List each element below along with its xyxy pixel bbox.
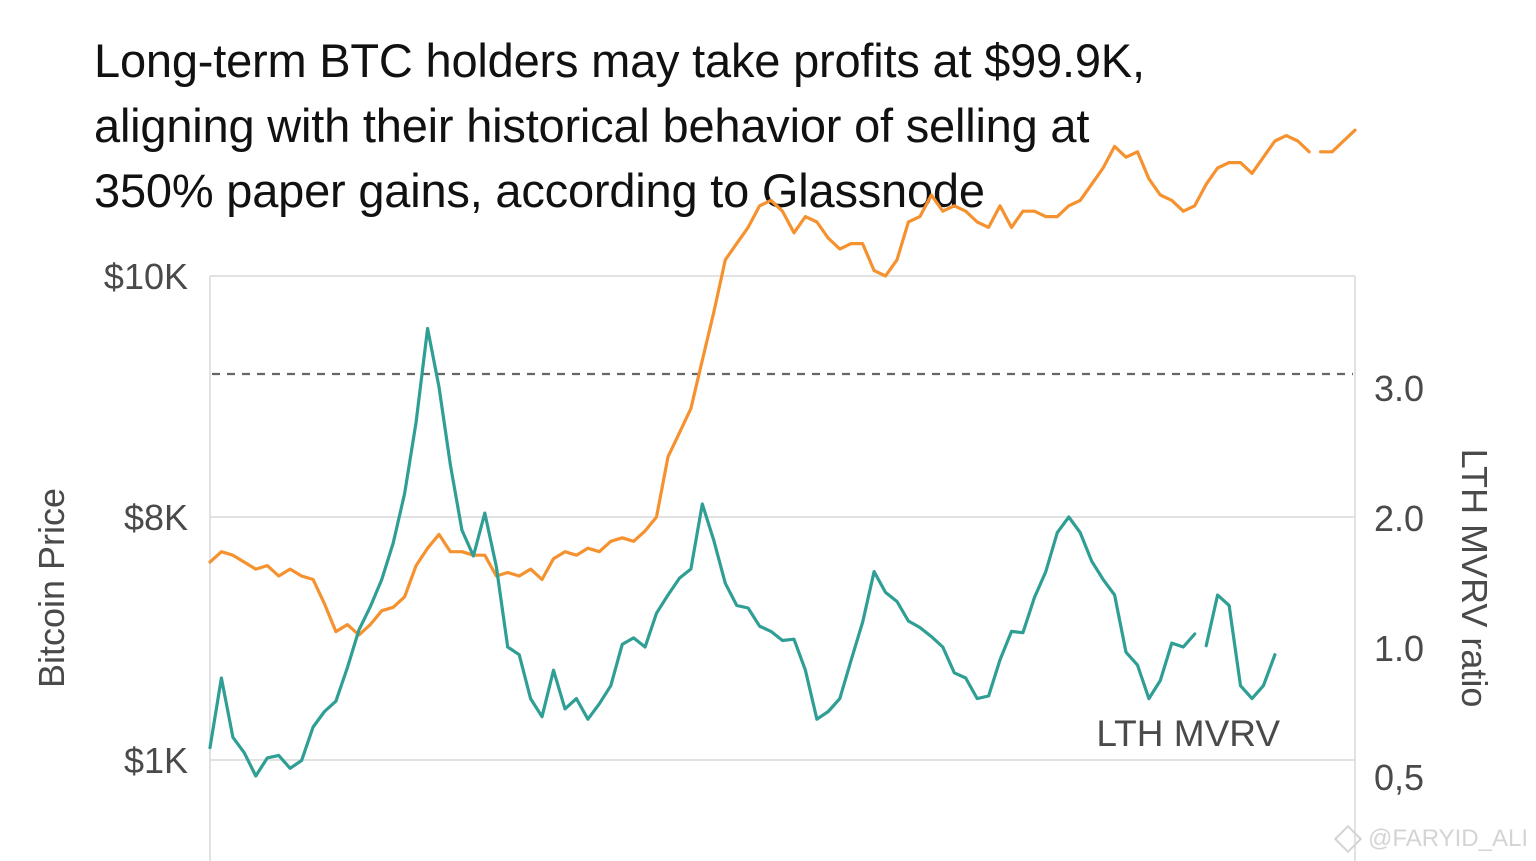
series-annotation-lth-mvrv: LTH MVRV (1096, 713, 1280, 754)
y-right-tick-label: 0,5 (1374, 757, 1424, 798)
title-line-1: Long-term BTC holders may take profits a… (94, 34, 1145, 87)
y-left-tick-label: $8K (124, 497, 188, 538)
y-axis-right-title: LTH MVRV ratio (1454, 449, 1495, 708)
label-layer: Bitcoin Price LTH MVRV ratio LTH MVRV $1… (31, 256, 1495, 798)
series-layer (208, 128, 1357, 778)
price-series-line (208, 128, 1357, 637)
binance-logo-icon (1333, 824, 1363, 854)
watermark-text: @FARYID_ALI (1368, 825, 1528, 852)
y-axis-left-title: Bitcoin Price (31, 488, 72, 688)
grid-layer (209, 275, 1356, 861)
chart-title: Long-term BTC holders may take profits a… (94, 28, 1394, 223)
y-right-tick-label: 1.0 (1374, 628, 1424, 669)
watermark: @FARYID_ALI (1333, 824, 1528, 854)
y-right-tick-label: 2.0 (1374, 498, 1424, 539)
y-right-tick-label: 3.0 (1374, 368, 1424, 409)
y-left-tick-label: $1K (124, 740, 188, 781)
y-left-tick-label: $10K (104, 256, 188, 297)
mvrv-series-line (208, 326, 1277, 778)
title-line-2: aligning with their historical behavior … (94, 99, 1090, 152)
title-line-3: 350% paper gains, according to Glassnode (94, 164, 985, 217)
